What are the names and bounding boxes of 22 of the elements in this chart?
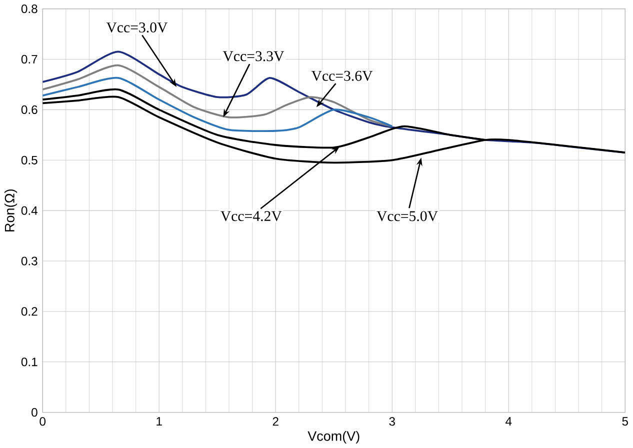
y-tick-label: 0 <box>32 408 38 417</box>
y-tick-label: 0.4 <box>21 206 38 215</box>
y-tick-label: 0.1 <box>21 358 38 366</box>
x-tick-label: 1 <box>156 417 162 426</box>
x-axis-title: Vcom(V) <box>308 430 360 444</box>
annotation: Vcc=3.0V <box>106 22 168 33</box>
y-tick-label: 0.5 <box>21 156 38 164</box>
x-tick-label: 4 <box>506 417 512 426</box>
x-tick-label: 0 <box>40 417 46 426</box>
x-tick-label: 2 <box>272 417 278 426</box>
y-tick-label: 0.2 <box>21 307 38 316</box>
x-tick-label: 5 <box>622 417 628 426</box>
annotation: Vcc=3.3V <box>222 51 284 62</box>
y-tick-label: 0.3 <box>21 256 38 266</box>
annotation: Vcc=4.2V <box>220 211 282 222</box>
annotation: Vcc=3.6V <box>311 70 373 81</box>
y-axis-title: Ron(Ω) <box>4 189 18 232</box>
y-tick-label: 0.7 <box>21 54 38 64</box>
y-tick-label: 0.8 <box>21 4 38 14</box>
y-tick-label: 0.6 <box>21 105 38 114</box>
annotation: Vcc=5.0V <box>376 211 438 222</box>
x-tick-label: 3 <box>389 417 395 426</box>
